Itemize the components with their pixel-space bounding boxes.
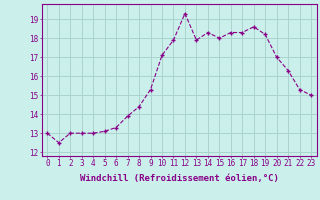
X-axis label: Windchill (Refroidissement éolien,°C): Windchill (Refroidissement éolien,°C) (80, 174, 279, 183)
